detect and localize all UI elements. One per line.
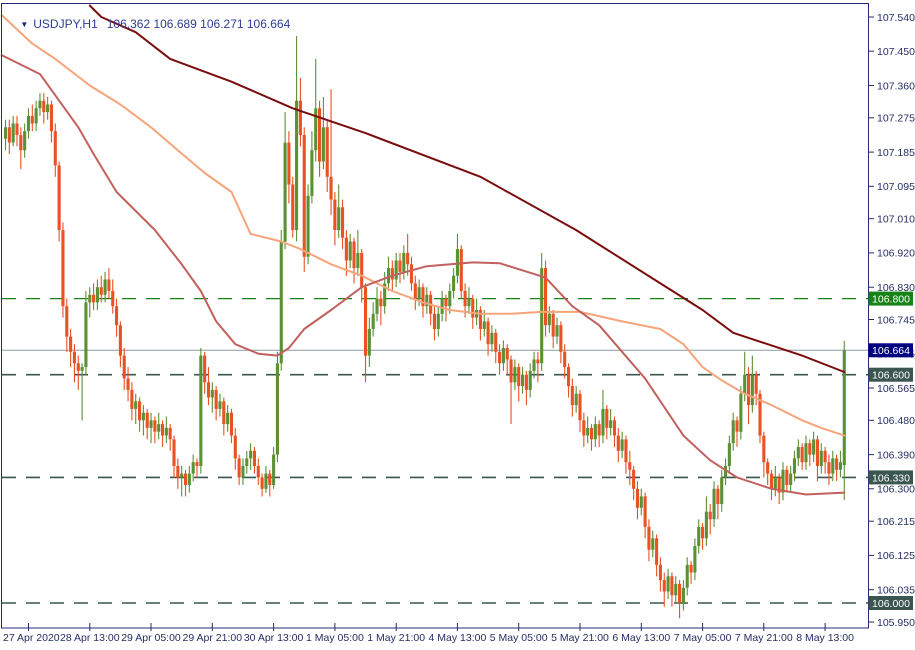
- price-tick-label: 107.360: [877, 80, 915, 92]
- price-tick-label: 107.010: [877, 214, 915, 226]
- chart-frame: [1, 3, 869, 629]
- plot-border: [1, 3, 869, 629]
- time-tick-label: 29 Apr 21:00: [183, 632, 243, 644]
- time-tick-label: 6 May 13:00: [612, 632, 670, 644]
- time-tick-label: 7 May 21:00: [735, 632, 793, 644]
- time-tick-label: 30 Apr 13:00: [244, 632, 304, 644]
- level-price-box: [868, 596, 913, 610]
- price-tick-label: 106.830: [877, 282, 915, 294]
- current-price-label: 106.664: [872, 345, 910, 357]
- price-tick-label: 105.950: [877, 617, 915, 629]
- ma-fast-rose: [0, 54, 846, 496]
- price-tick-label: 107.450: [877, 46, 915, 58]
- symbol-marker-icon: ▼: [20, 20, 29, 29]
- current-price-box: [868, 343, 913, 358]
- time-tick-label: 5 May 21:00: [551, 632, 609, 644]
- ma-medium-salmon: [0, 14, 846, 437]
- time-tick-label: 28 Apr 13:00: [60, 632, 120, 644]
- chart-title: ▼ USDJPY,H1 106.362 106.689 106.271 106.66…: [7, 3, 290, 45]
- level-price-box: [868, 367, 913, 382]
- time-tick-label: 1 May 05:00: [306, 632, 364, 644]
- time-tick-label: 7 May 05:00: [674, 632, 732, 644]
- time-tick-label: 5 May 05:00: [490, 632, 548, 644]
- level-price-label: 106.000: [872, 598, 910, 610]
- candles-group: [3, 36, 846, 619]
- price-tick-label: 107.185: [877, 147, 915, 159]
- price-tick-label: 106.920: [877, 248, 915, 260]
- level-price-box: [868, 470, 913, 485]
- level-price-label: 106.330: [872, 472, 910, 484]
- level-price-box: [868, 291, 913, 306]
- ma-slow-dark-red: [88, 4, 846, 373]
- price-tick-label: 106.745: [877, 314, 915, 326]
- price-tick-label: 107.095: [877, 181, 915, 193]
- level-price-label: 106.800: [872, 294, 910, 306]
- price-tick-label: 106.565: [877, 383, 915, 395]
- price-tick-label: 106.300: [877, 484, 915, 496]
- level-price-label: 106.600: [872, 370, 910, 382]
- price-tick-label: 107.275: [877, 113, 915, 125]
- time-axis[interactable]: 27 Apr 2020 28 Apr 13:00 29 Apr 05:00 29 Ap…: [3, 623, 854, 644]
- price-tick-label: 106.480: [877, 415, 915, 427]
- time-tick-label: 29 Apr 05:00: [121, 632, 181, 644]
- time-tick-label: 1 May 21:00: [367, 632, 425, 644]
- price-tick-label: 106.125: [877, 550, 915, 562]
- symbol-period-label: USDJPY,H1: [33, 17, 98, 31]
- time-tick-label: 8 May 13:00: [796, 632, 854, 644]
- price-tick-label: 106.035: [877, 585, 915, 597]
- horizontal-level-lines: [2, 297, 868, 604]
- moving-averages-group: [0, 4, 846, 496]
- price-tick-label: 106.390: [877, 449, 915, 461]
- ohlc-readout: 106.362 106.689 106.271 106.664: [106, 17, 291, 31]
- price-tick-label: 106.215: [877, 516, 915, 528]
- time-tick-label: 27 Apr 2020: [3, 632, 60, 644]
- price-axis[interactable]: 107.540 107.450 107.360 107.275 107.185 107.0…: [868, 12, 915, 629]
- time-tick-label: 4 May 13:00: [429, 632, 487, 644]
- price-tick-label: 107.540: [877, 12, 915, 24]
